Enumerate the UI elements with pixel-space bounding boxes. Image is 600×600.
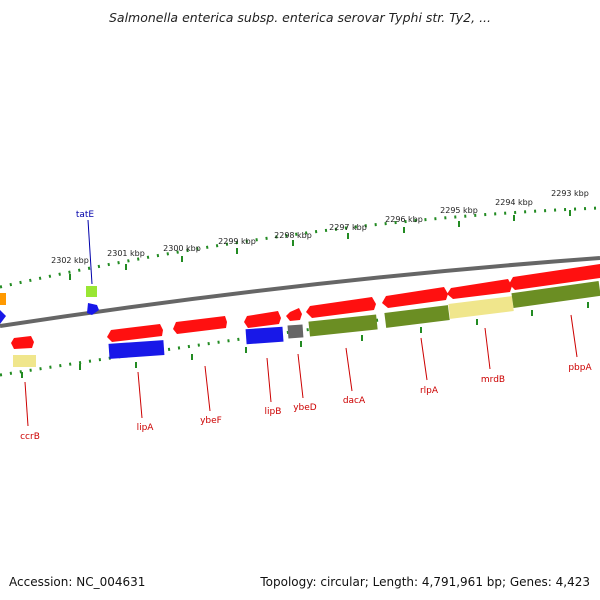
label-leader	[24, 381, 29, 427]
accession-text: Accession: NC_004631	[9, 575, 146, 589]
gene-arrow	[0, 310, 6, 324]
gene-label-ccrb: ccrB	[20, 432, 40, 442]
gene-box	[308, 314, 378, 337]
gene-box	[384, 305, 450, 328]
label-leader	[137, 371, 143, 419]
gene-label-ybed: ybeD	[293, 403, 317, 413]
gene-box	[13, 355, 36, 367]
gene-box	[287, 324, 304, 339]
label-leader	[266, 357, 272, 403]
gene-box	[86, 286, 97, 297]
label-leader	[484, 327, 491, 370]
label-leader	[420, 337, 428, 381]
gene-label-pbpa: pbpA	[568, 363, 592, 373]
gene-arrow	[286, 308, 302, 321]
scale-tick: 2298 kbp	[274, 231, 312, 246]
scale-tick: 2299 kbp	[218, 237, 256, 254]
label-leader	[345, 347, 353, 392]
scale-tick: 2295 kbp	[440, 206, 478, 227]
genome-backbone	[0, 256, 600, 328]
label-leader	[204, 365, 211, 412]
gene-label-rlpa: rlpA	[420, 386, 439, 396]
gene-label-lipb: lipB	[265, 407, 282, 417]
tick-label: 2301 kbp	[107, 249, 145, 258]
tick-label: 2296 kbp	[385, 215, 423, 224]
gene-arrow	[244, 311, 281, 328]
tick-label: 2300 kbp	[163, 244, 201, 253]
gene-box	[511, 280, 600, 309]
gene-arrow	[382, 287, 448, 308]
scale-tick: 2297 kbp	[329, 223, 367, 239]
label-leader	[297, 353, 304, 399]
gene-arrow	[107, 324, 163, 342]
gene-arrow	[306, 297, 376, 318]
scale-tick: 2302 kbp	[51, 256, 89, 280]
scale-tick: 2293 kbp	[551, 189, 589, 216]
gene-arrow	[447, 279, 512, 299]
label-leader	[87, 219, 93, 285]
gene-arrow	[87, 303, 99, 315]
gene-box	[245, 326, 284, 345]
gene-label-lipa: lipA	[137, 423, 155, 433]
gene-arrow	[173, 316, 227, 334]
tick-label: 2299 kbp	[218, 237, 256, 246]
gene-label-daca: dacA	[343, 396, 366, 406]
tick-label: 2302 kbp	[51, 256, 89, 265]
gene-box	[0, 293, 6, 305]
tick-label: 2297 kbp	[329, 223, 367, 232]
scale-tick: 2296 kbp	[385, 215, 423, 233]
gene-box	[108, 340, 165, 359]
scale-tick: 2300 kbp	[163, 244, 201, 262]
genome-summary-text: Topology: circular; Length: 4,791,961 bp…	[260, 575, 590, 589]
tick-label: 2295 kbp	[440, 206, 478, 215]
gene-label-ybef: ybeF	[200, 416, 222, 426]
map-title: Salmonella enterica subsp. enterica sero…	[108, 10, 492, 25]
outer-scale-ring	[0, 206, 600, 289]
label-leader	[570, 314, 578, 358]
gene-arrow	[11, 336, 34, 349]
tick-label: 2298 kbp	[274, 231, 312, 240]
scale-tick: 2301 kbp	[107, 249, 145, 270]
gene-arrow	[509, 264, 600, 290]
gene-label-tate: tatE	[76, 210, 95, 220]
scale-tick: 2294 kbp	[495, 198, 533, 221]
tick-label: 2294 kbp	[495, 198, 533, 207]
gene-box	[448, 296, 514, 319]
tick-label: 2293 kbp	[551, 189, 589, 198]
gene-label-mrdb: mrdB	[481, 375, 505, 385]
